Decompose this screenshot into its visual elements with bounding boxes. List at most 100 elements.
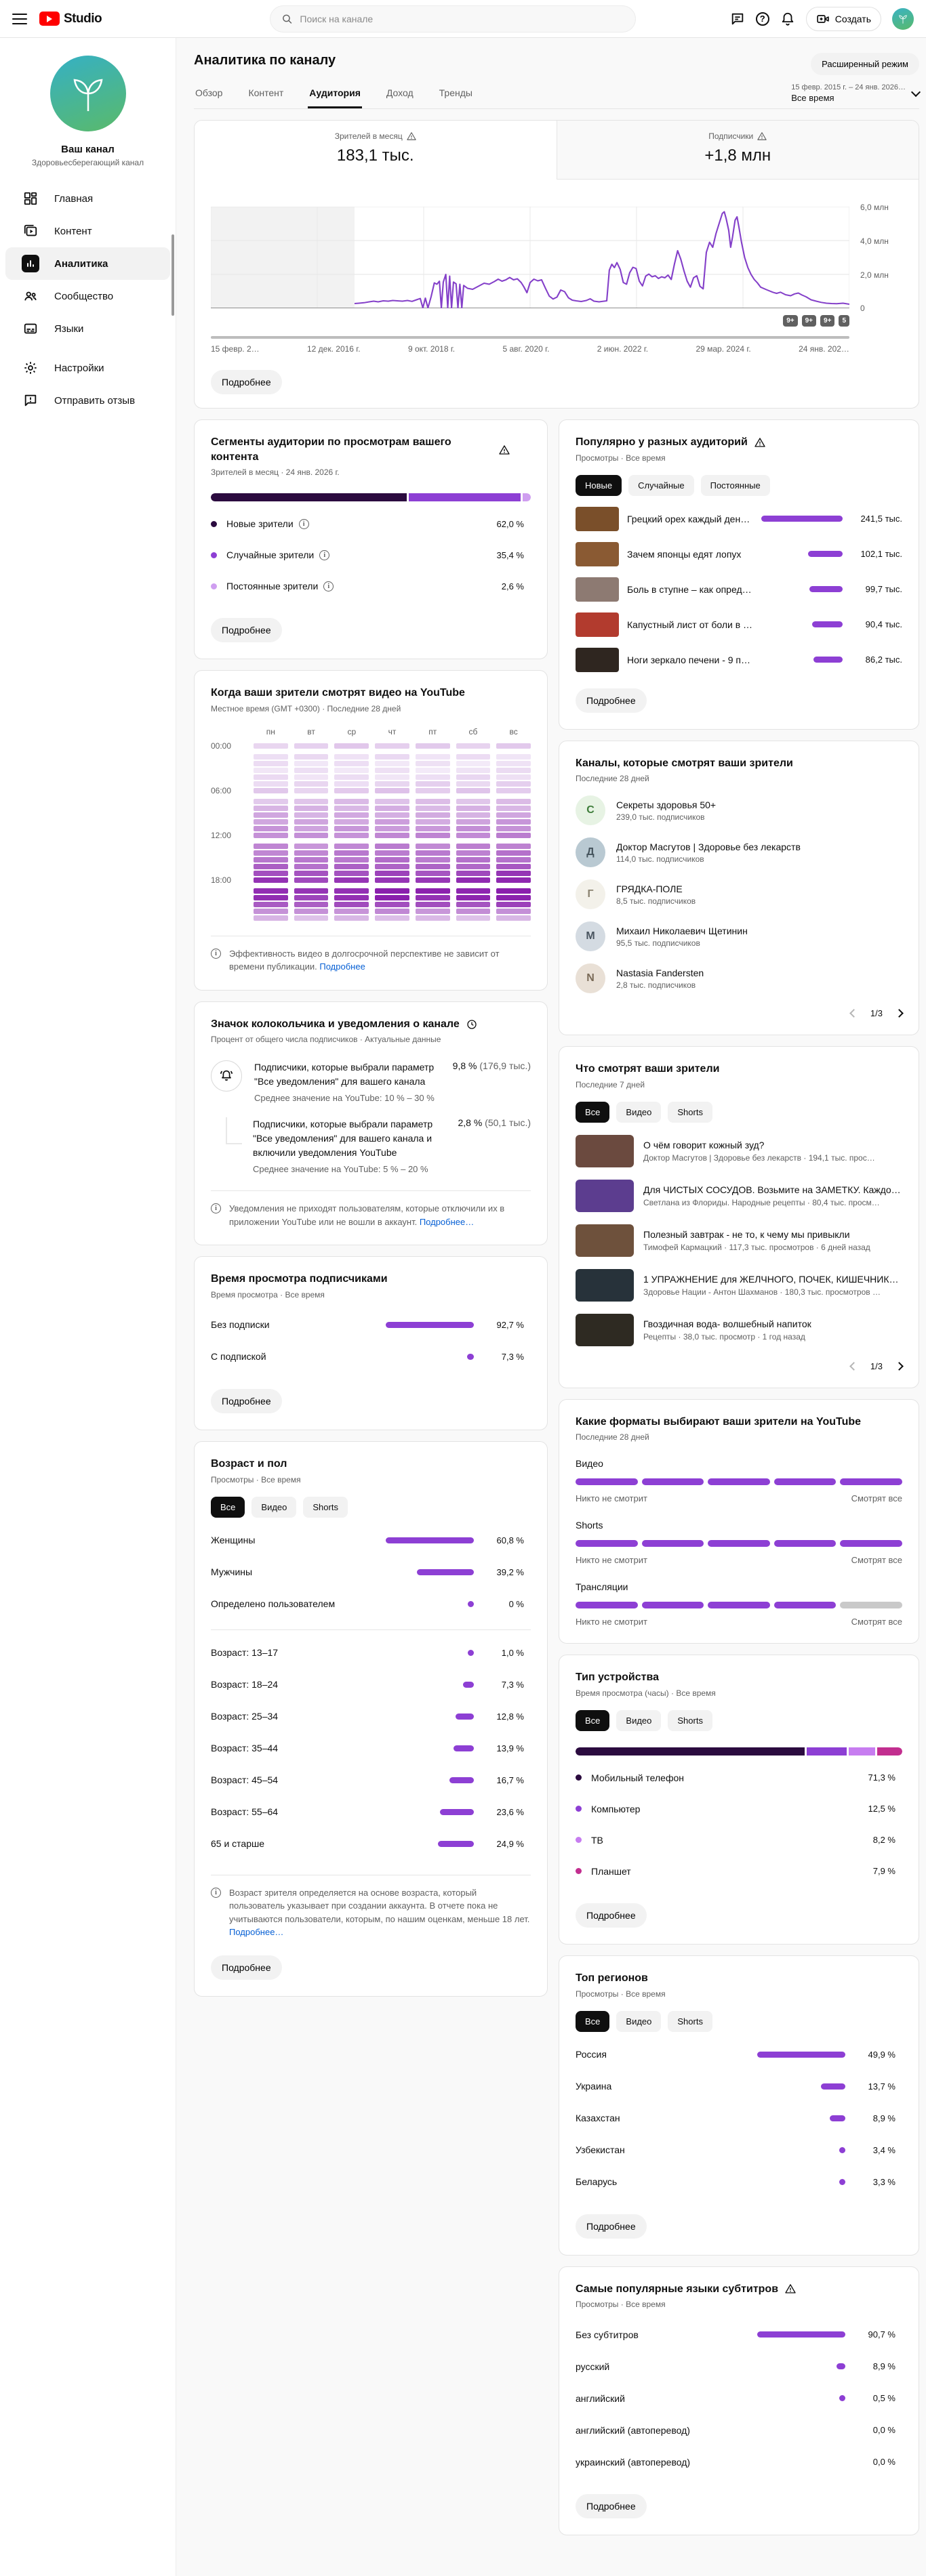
- heatmap-cell[interactable]: [254, 843, 288, 849]
- video-row[interactable]: Грецкий орех каждый ден… 241,5 тыс.: [576, 506, 902, 531]
- heatmap-cell[interactable]: [456, 787, 491, 793]
- heatmap-cell[interactable]: [254, 825, 288, 831]
- heatmap-cell[interactable]: [294, 870, 329, 876]
- heatmap-cell[interactable]: [456, 818, 491, 825]
- heatmap-cell[interactable]: [375, 760, 409, 766]
- heatmap-cell[interactable]: [496, 767, 531, 773]
- heatmap-cell[interactable]: [415, 798, 450, 804]
- heatmap-cell[interactable]: [334, 774, 369, 780]
- heatmap-cell[interactable]: [334, 825, 369, 831]
- heatmap-cell[interactable]: [375, 856, 409, 863]
- heatmap-cell[interactable]: [334, 894, 369, 900]
- heatmap-cell[interactable]: [294, 798, 329, 804]
- heatmap-cell[interactable]: [496, 774, 531, 780]
- heatmap-cell[interactable]: [334, 850, 369, 856]
- heatmap-cell[interactable]: [415, 908, 450, 914]
- heatmap-cell[interactable]: [334, 870, 369, 876]
- details-button[interactable]: Подробнее: [576, 1903, 647, 1928]
- info-icon[interactable]: [319, 549, 330, 560]
- heatmap-cell[interactable]: [415, 781, 450, 787]
- details-button[interactable]: Подробнее: [211, 1955, 282, 1980]
- heatmap-cell[interactable]: [496, 901, 531, 907]
- heatmap-cell[interactable]: [254, 901, 288, 907]
- youtube-studio-logo[interactable]: Studio: [39, 12, 102, 26]
- heatmap-cell[interactable]: [456, 760, 491, 766]
- heatmap-cell[interactable]: [254, 908, 288, 914]
- heatmap-cell[interactable]: [415, 760, 450, 766]
- chip-shorts[interactable]: Shorts: [668, 2010, 712, 2032]
- heatmap-cell[interactable]: [254, 915, 288, 921]
- chip-shorts[interactable]: Shorts: [668, 1709, 712, 1731]
- heatmap-cell[interactable]: [375, 743, 409, 749]
- heatmap-cell[interactable]: [294, 787, 329, 793]
- heatmap-cell[interactable]: [334, 753, 369, 760]
- heatmap-cell[interactable]: [294, 818, 329, 825]
- chart-badge[interactable]: 5: [839, 315, 849, 327]
- heatmap-cell[interactable]: [415, 825, 450, 831]
- heatmap-cell[interactable]: [334, 901, 369, 907]
- video-row[interactable]: О чём говорит кожный зуд? Доктор Масгутов…: [576, 1134, 902, 1167]
- heatmap-cell[interactable]: [456, 774, 491, 780]
- heatmap-cell[interactable]: [294, 915, 329, 921]
- video-row[interactable]: Капустный лист от боли в … 90,4 тыс.: [576, 612, 902, 637]
- heatmap-cell[interactable]: [294, 832, 329, 838]
- chip-casual[interactable]: Случайные: [628, 474, 694, 496]
- heatmap-cell[interactable]: [375, 877, 409, 883]
- tab-content[interactable]: Контент: [248, 87, 284, 98]
- heatmap-cell[interactable]: [375, 908, 409, 914]
- chip-video[interactable]: Видео: [616, 1101, 662, 1123]
- heatmap-cell[interactable]: [496, 753, 531, 760]
- heatmap-cell[interactable]: [415, 743, 450, 749]
- heatmap-cell[interactable]: [375, 812, 409, 818]
- heatmap-cell[interactable]: [254, 781, 288, 787]
- heatmap-cell[interactable]: [334, 818, 369, 825]
- heatmap-cell[interactable]: [415, 877, 450, 883]
- heatmap-cell[interactable]: [254, 877, 288, 883]
- heatmap-cell[interactable]: [456, 901, 491, 907]
- chip-all[interactable]: Все: [576, 2010, 610, 2032]
- heatmap-cell[interactable]: [456, 888, 491, 894]
- heatmap-cell[interactable]: [496, 781, 531, 787]
- heatmap-cell[interactable]: [415, 863, 450, 869]
- heatmap-cell[interactable]: [496, 760, 531, 766]
- heatmap-cell[interactable]: [334, 832, 369, 838]
- heatmap-cell[interactable]: [294, 888, 329, 894]
- heatmap-cell[interactable]: [254, 798, 288, 804]
- heatmap-cell[interactable]: [294, 805, 329, 811]
- heatmap-cell[interactable]: [334, 767, 369, 773]
- heatmap-cell[interactable]: [375, 863, 409, 869]
- heatmap-cell[interactable]: [496, 832, 531, 838]
- learn-more-link[interactable]: Подробнее…: [229, 1927, 284, 1938]
- heatmap-cell[interactable]: [456, 870, 491, 876]
- channel-row[interactable]: Д Доктор Масгутов | Здоровье без лекарств…: [576, 837, 902, 868]
- heatmap-cell[interactable]: [254, 787, 288, 793]
- subscribers-line-chart[interactable]: [211, 207, 849, 308]
- help-button[interactable]: [755, 12, 769, 26]
- heatmap-cell[interactable]: [334, 812, 369, 818]
- heatmap-cell[interactable]: [496, 856, 531, 863]
- heatmap-cell[interactable]: [294, 781, 329, 787]
- advanced-mode-button[interactable]: Расширенный режим: [811, 53, 919, 75]
- heatmap-cell[interactable]: [456, 805, 491, 811]
- sidebar-item-content[interactable]: Контент: [5, 215, 170, 247]
- video-row[interactable]: Гвоздичная вода- волшебный напиток Рецепт…: [576, 1313, 902, 1346]
- heatmap-cell[interactable]: [456, 832, 491, 838]
- heatmap-cell[interactable]: [496, 818, 531, 825]
- heatmap-cell[interactable]: [496, 812, 531, 818]
- heatmap-cell[interactable]: [294, 843, 329, 849]
- heatmap-cell[interactable]: [254, 767, 288, 773]
- details-button[interactable]: Подробнее: [576, 2214, 647, 2239]
- heatmap-cell[interactable]: [375, 850, 409, 856]
- sidebar-item-dashboard[interactable]: Главная: [5, 182, 170, 215]
- sidebar-scrollbar[interactable]: [172, 234, 174, 316]
- heatmap-cell[interactable]: [294, 901, 329, 907]
- heatmap-cell[interactable]: [375, 767, 409, 773]
- heatmap-cell[interactable]: [415, 894, 450, 900]
- info-icon[interactable]: [323, 581, 334, 591]
- heatmap-cell[interactable]: [334, 863, 369, 869]
- chip-new[interactable]: Новые: [576, 474, 622, 496]
- heatmap-cell[interactable]: [294, 767, 329, 773]
- heatmap-cell[interactable]: [496, 825, 531, 831]
- video-row[interactable]: Ноги зеркало печени - 9 п… 86,2 тыс.: [576, 647, 902, 672]
- heatmap-cell[interactable]: [254, 774, 288, 780]
